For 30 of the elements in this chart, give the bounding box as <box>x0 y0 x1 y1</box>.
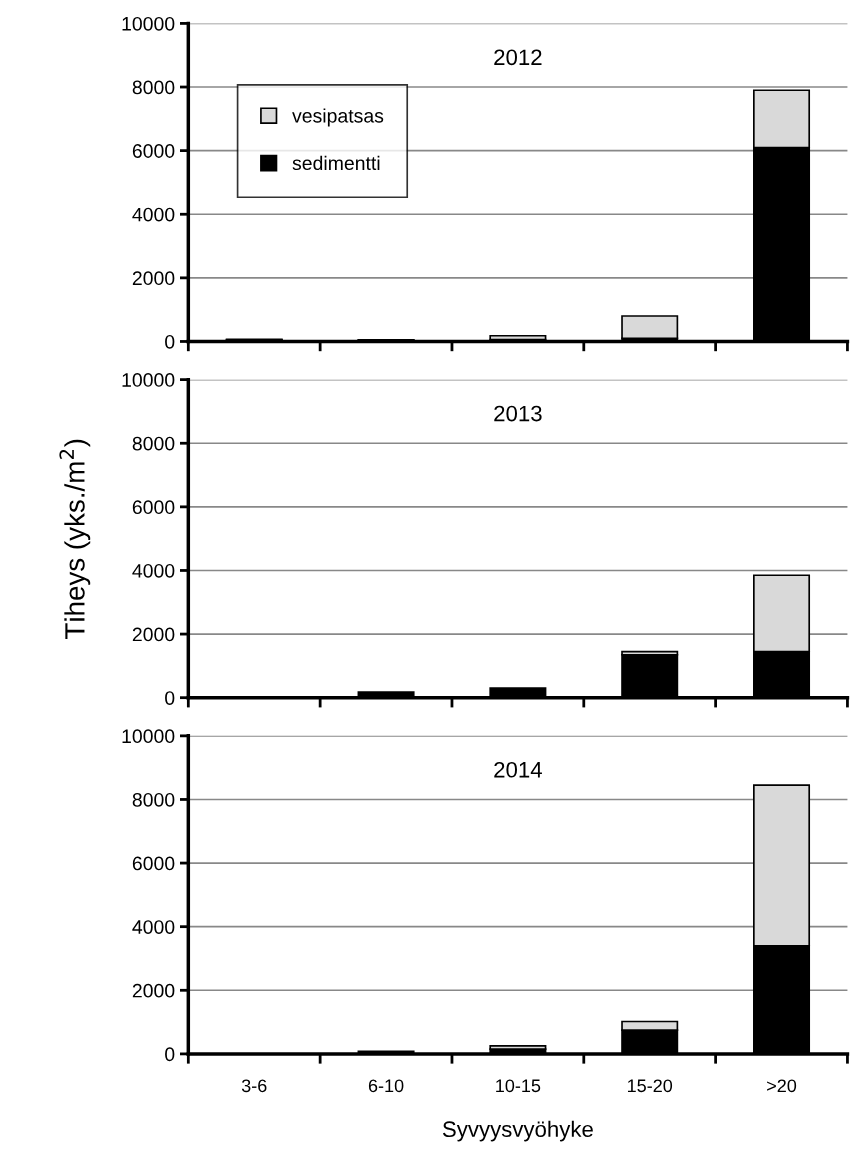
y-tick-label: 4000 <box>132 207 175 222</box>
text: 2014 <box>494 761 542 778</box>
y-tick-label: 8000 <box>132 792 175 807</box>
x-axis-title: Syvyysvyöhyke <box>442 1120 593 1142</box>
y-tick-label: 0 <box>165 1047 175 1062</box>
y-tick-label: 2000 <box>132 627 175 642</box>
y-tick-label: 4000 <box>132 563 175 578</box>
y-tick-label: 2000 <box>132 271 175 286</box>
x-tick-label: 15-20 <box>627 1079 673 1093</box>
x-tick-label: 3-6 <box>241 1079 267 1093</box>
x-tick-label: 6-10 <box>368 1079 404 1093</box>
y-tick-label: 8000 <box>132 80 175 95</box>
y-tick-label: 2000 <box>132 983 175 998</box>
y-tick-label: 10000 <box>122 16 175 31</box>
y-tick-label: 6000 <box>132 500 175 515</box>
x-tick-label: >20 <box>767 1079 797 1093</box>
y-tick-label: 0 <box>165 691 175 705</box>
y-tick-label: 6000 <box>132 144 175 158</box>
legend-label: sedimentti <box>292 155 380 171</box>
y-tick-label: 10000 <box>122 729 175 744</box>
x-tick-label: 10-15 <box>496 1079 541 1093</box>
y-tick-label: 4000 <box>132 920 175 934</box>
y-tick-label: 0 <box>165 334 175 349</box>
text: 2012 <box>494 49 542 66</box>
y-tick-label: 6000 <box>132 856 175 871</box>
y-tick-label: 10000 <box>122 373 175 387</box>
y-tick-label: 8000 <box>132 436 175 451</box>
legend-label: vesipatsas <box>292 108 384 127</box>
text: 2013 <box>494 405 542 422</box>
y-axis-title: Tiheys (yks./m$^{2}$) <box>59 439 91 640</box>
